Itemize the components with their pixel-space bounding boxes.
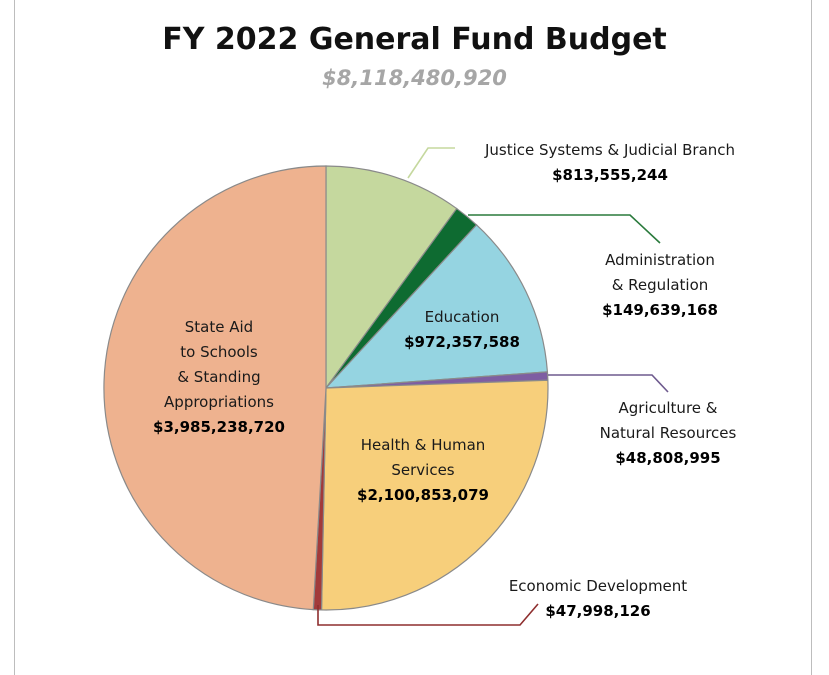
slice-label-6-line-3: Appropriations xyxy=(164,393,274,411)
leader-line-1 xyxy=(468,214,661,244)
slice-label-2-line-0: Education xyxy=(425,308,500,326)
pie-slice-2 xyxy=(324,224,549,389)
slice-label-1-line-0: Administration xyxy=(605,251,715,269)
slice-value-1: $149,639,168 xyxy=(602,301,718,319)
slice-label-6-line-1: to Schools xyxy=(180,343,258,361)
chart-frame xyxy=(14,0,812,675)
leader-line-0 xyxy=(407,147,455,179)
slice-value-5: $47,998,126 xyxy=(545,602,650,620)
slice-label-5-line-0: Economic Development xyxy=(509,577,687,595)
pie-slice-4 xyxy=(320,379,549,611)
slice-value-6: $3,985,238,720 xyxy=(153,418,285,436)
slice-label-4-line-1: Services xyxy=(391,461,454,479)
slice-label-0-line-0: Justice Systems & Judicial Branch xyxy=(484,141,735,159)
pie-slice-0 xyxy=(325,165,458,390)
slice-value-4: $2,100,853,079 xyxy=(357,486,489,504)
slice-label-6-line-0: State Aid xyxy=(185,318,253,336)
slice-label-3-line-1: Natural Resources xyxy=(600,424,737,442)
slice-label-3-line-0: Agriculture & xyxy=(619,399,718,417)
slice-label-1-line-1: & Regulation xyxy=(612,276,709,294)
slice-value-3: $48,808,995 xyxy=(615,449,720,467)
slice-value-2: $972,357,588 xyxy=(404,333,520,351)
slice-label-6-line-2: & Standing xyxy=(177,368,260,386)
leader-line-5 xyxy=(317,603,539,626)
chart-subtitle: $8,118,480,920 xyxy=(322,66,507,90)
pie-slice-6 xyxy=(103,165,327,611)
chart-title: FY 2022 General Fund Budget xyxy=(162,22,667,57)
slice-value-0: $813,555,244 xyxy=(552,166,668,184)
slice-label-4-line-0: Health & Human xyxy=(361,436,486,454)
leader-line-3 xyxy=(548,374,669,393)
